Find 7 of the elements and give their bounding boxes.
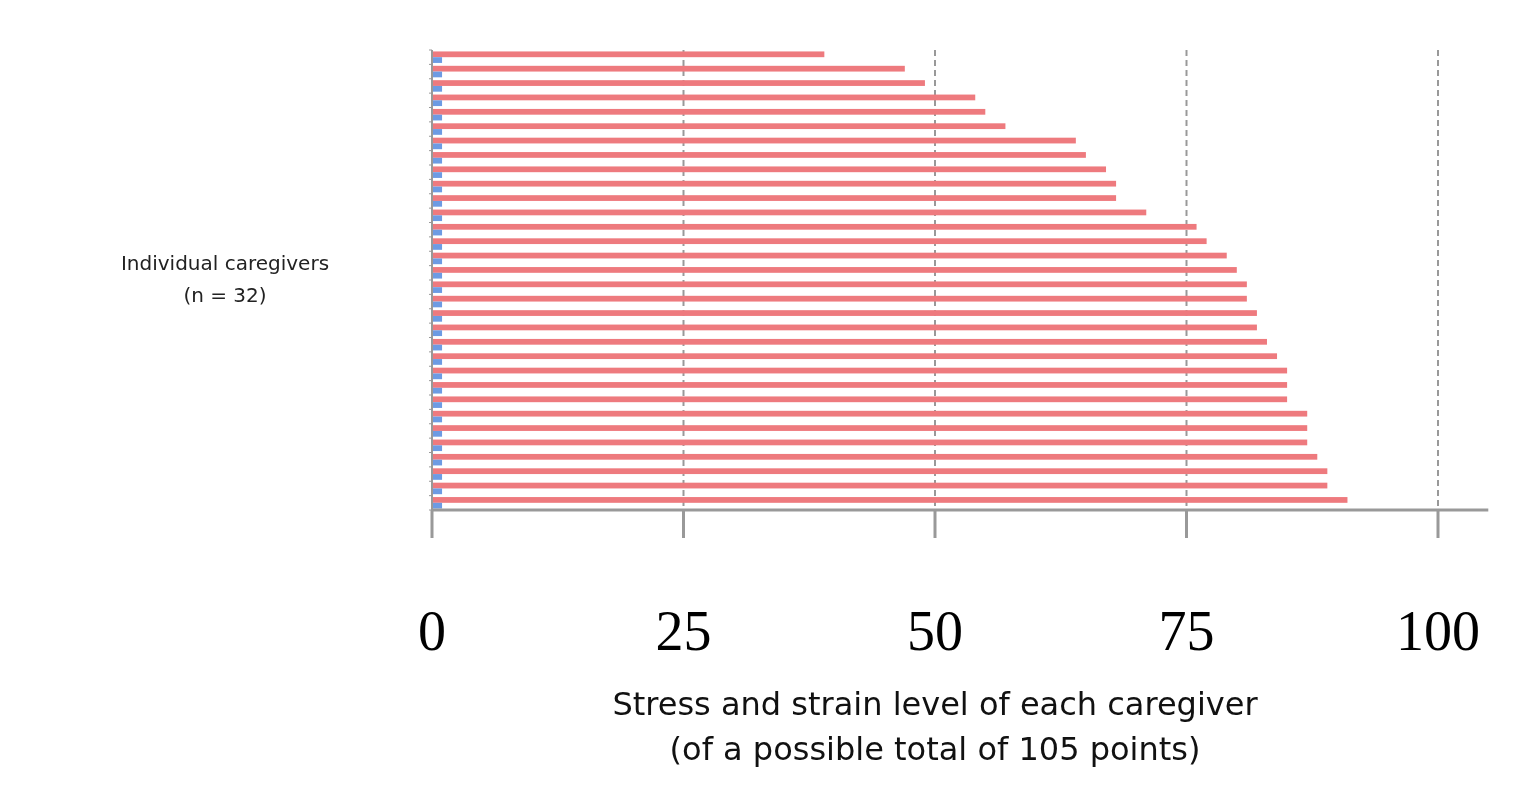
x-tick-label: 25: [655, 600, 712, 662]
x-tick-label: 75: [1158, 600, 1215, 662]
x-tick-label: 0: [418, 600, 446, 662]
x-tick-label: 100: [1396, 600, 1480, 662]
x-tick-label: 50: [907, 600, 963, 662]
x-axis-title: Stress and strain level of each caregiver (of a possible total of 105 points): [612, 685, 1259, 768]
y-axis-title: Individual caregivers (n = 32): [120, 251, 330, 307]
